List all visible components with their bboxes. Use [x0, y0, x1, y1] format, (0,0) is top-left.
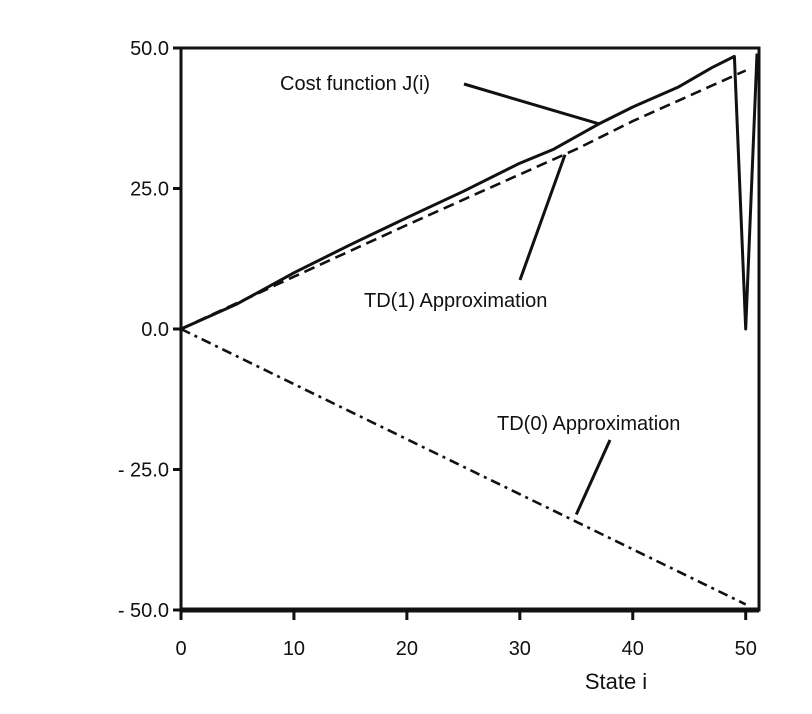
plot-frame — [179, 46, 761, 612]
y-axis-ticks: 50.0 25.0 0.0 - 25.0 - 50.0 — [118, 38, 181, 622]
annotation-td1: TD(1) Approximation — [364, 290, 547, 312]
x-tick-label: 50 — [735, 638, 757, 660]
y-tick-label: 0.0 — [141, 319, 169, 341]
annotation-leader-line — [518, 154, 567, 281]
x-tick-label: 40 — [622, 638, 644, 660]
series-td0-approximation — [180, 327, 747, 606]
annotation-leader-line — [463, 82, 600, 126]
x-tick-label: 0 — [175, 638, 186, 660]
x-axis-label: State i — [585, 669, 647, 694]
annotation-layer: Cost function J(i) TD(1) Approximation TD(… — [280, 73, 680, 516]
series-layer — [180, 53, 759, 606]
series-cost-function — [180, 53, 759, 331]
annotation-td0: TD(0) Approximation — [497, 413, 680, 435]
x-tick-label: 20 — [396, 638, 418, 660]
x-tick-label: 30 — [509, 638, 531, 660]
y-tick-label: 25.0 — [130, 179, 169, 201]
y-tick-label: - 25.0 — [118, 460, 169, 482]
y-tick-label: 50.0 — [130, 38, 169, 60]
x-tick-label: 10 — [283, 638, 305, 660]
annotation-cost-function: Cost function J(i) — [280, 73, 430, 95]
y-tick-label: - 50.0 — [118, 600, 169, 622]
x-axis-ticks: 0 10 20 30 40 50 — [175, 610, 757, 660]
annotation-leader-line — [574, 439, 612, 516]
